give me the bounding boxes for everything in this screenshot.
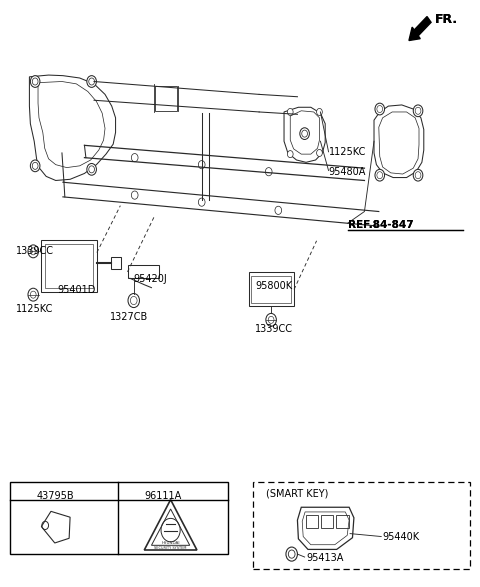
Text: SECURITY SYSTEM: SECURITY SYSTEM: [155, 546, 187, 549]
Text: 95800K: 95800K: [255, 282, 292, 292]
Bar: [10, 482, 228, 554]
FancyArrow shape: [409, 16, 431, 41]
Circle shape: [87, 164, 96, 175]
Bar: [253, 482, 470, 569]
Circle shape: [413, 105, 423, 117]
Text: 95401D: 95401D: [57, 285, 96, 295]
Bar: [45, 244, 93, 288]
Circle shape: [413, 170, 423, 181]
Circle shape: [266, 313, 276, 326]
Text: (SMART KEY): (SMART KEY): [266, 489, 329, 499]
Circle shape: [28, 288, 38, 301]
Circle shape: [375, 170, 384, 181]
Text: REF.84-847: REF.84-847: [348, 220, 413, 230]
Text: REF.84-847: REF.84-847: [348, 220, 413, 230]
Text: 95440K: 95440K: [383, 532, 420, 542]
Circle shape: [198, 198, 205, 206]
Circle shape: [28, 245, 38, 258]
Bar: [155, 86, 177, 111]
Circle shape: [198, 161, 205, 169]
Circle shape: [87, 76, 96, 87]
Bar: [306, 515, 318, 528]
Circle shape: [30, 76, 40, 87]
Circle shape: [288, 151, 293, 158]
Circle shape: [128, 294, 140, 308]
Circle shape: [317, 109, 323, 116]
Circle shape: [132, 191, 138, 199]
Circle shape: [317, 150, 323, 157]
Bar: [336, 515, 348, 528]
Text: HYUNDAI: HYUNDAI: [161, 541, 180, 545]
Text: FR.: FR.: [435, 13, 458, 26]
Bar: [252, 276, 291, 303]
Bar: [249, 272, 294, 306]
Circle shape: [288, 109, 293, 116]
Circle shape: [375, 103, 384, 115]
Text: 95480A: 95480A: [328, 167, 366, 177]
Bar: [111, 257, 121, 269]
Circle shape: [265, 168, 272, 176]
Text: 95420J: 95420J: [134, 275, 168, 285]
Text: 96111A: 96111A: [144, 491, 181, 501]
Text: 95413A: 95413A: [306, 553, 343, 563]
Bar: [128, 265, 158, 278]
Text: 1339CC: 1339CC: [16, 247, 54, 257]
Circle shape: [300, 128, 310, 140]
Text: 1339CC: 1339CC: [255, 323, 293, 333]
Circle shape: [30, 160, 40, 171]
Text: 1125KC: 1125KC: [328, 147, 366, 157]
Text: FR.: FR.: [435, 13, 458, 26]
Circle shape: [286, 547, 298, 561]
Text: 43795B: 43795B: [36, 491, 74, 501]
Circle shape: [275, 206, 282, 214]
Text: 1327CB: 1327CB: [110, 312, 148, 322]
Circle shape: [132, 154, 138, 162]
Text: 1125KC: 1125KC: [16, 303, 53, 313]
Bar: [41, 239, 97, 292]
Bar: [321, 515, 333, 528]
